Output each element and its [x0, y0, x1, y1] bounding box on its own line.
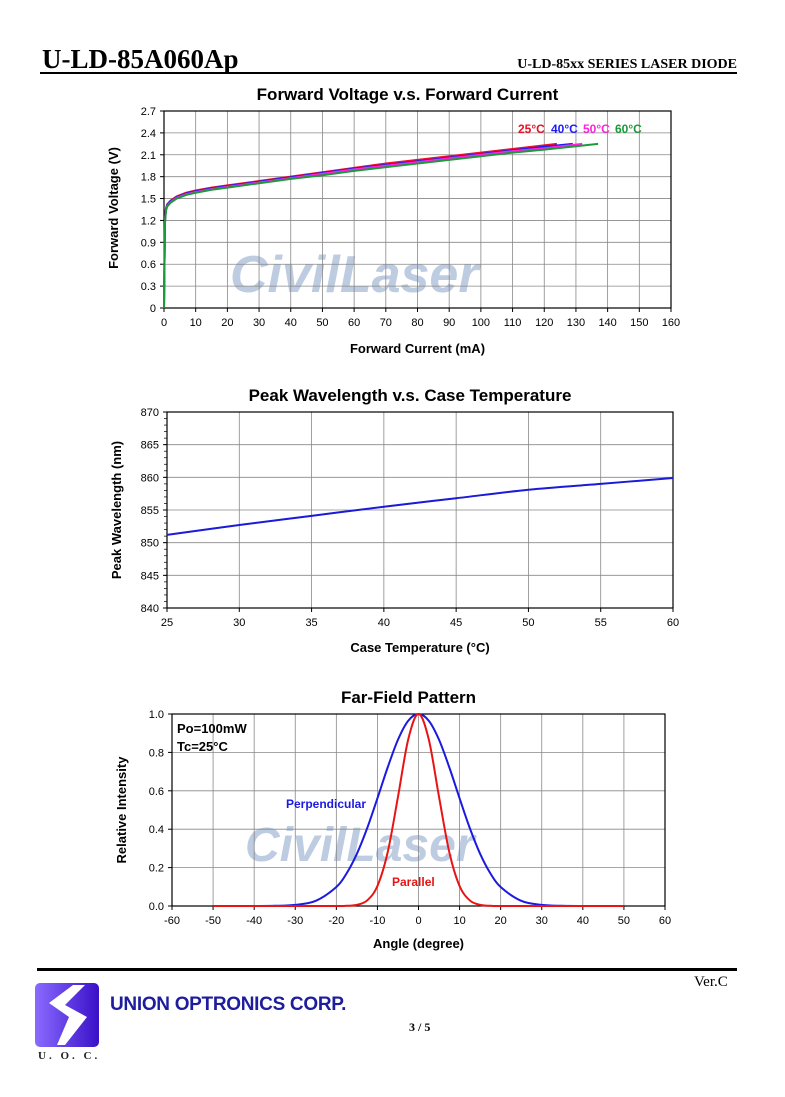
x-tick-label: 90 — [443, 317, 455, 329]
x-tick-label: -40 — [246, 915, 262, 927]
annotation-power: Po=100mW — [177, 721, 247, 736]
chart-1: Forward Voltage v.s. Forward Current Civi… — [106, 85, 680, 356]
x-tick-label: 40 — [577, 915, 589, 927]
legend-entry: 25°C — [518, 122, 545, 136]
x-tick-label: 30 — [253, 317, 265, 329]
x-tick-label: 20 — [221, 317, 233, 329]
x-tick-label: 0 — [161, 317, 167, 329]
x-axis-label: Case Temperature (°C) — [350, 640, 489, 655]
y-axis-label: Peak Wavelength (nm) — [109, 441, 124, 579]
x-tick-label: -30 — [287, 915, 303, 927]
y-tick-label: 2.4 — [141, 128, 156, 140]
x-tick-label: 60 — [659, 915, 671, 927]
logo-caption: U. O. C. — [38, 1050, 101, 1062]
x-axis-label: Angle (degree) — [373, 936, 464, 951]
y-tick-label: 0.6 — [149, 786, 164, 798]
x-tick-label: -60 — [164, 915, 180, 927]
x-tick-label: 40 — [378, 617, 390, 629]
y-tick-label: 0.2 — [149, 863, 164, 875]
series-line-peakwavelength — [166, 476, 674, 536]
series-line-parallel — [213, 712, 624, 908]
x-tick-label: 130 — [567, 317, 585, 329]
chart-2: Peak Wavelength v.s. Case Temperature 25 3… — [109, 386, 679, 655]
x-tick-label: 60 — [667, 617, 679, 629]
x-tick-label: 120 — [535, 317, 553, 329]
x-tick-label: 140 — [598, 317, 616, 329]
x-tick-label: 0 — [415, 915, 421, 927]
page-number: 3 / 5 — [409, 1020, 431, 1034]
x-tick-label: 30 — [233, 617, 245, 629]
x-tick-label: 50 — [618, 915, 630, 927]
y-tick-label: 1.5 — [141, 194, 156, 206]
x-tick-label: 55 — [595, 617, 607, 629]
x-tick-label: 20 — [495, 915, 507, 927]
legend-entry: 60°C — [615, 122, 642, 136]
version-label: Ver.C — [694, 974, 728, 990]
y-tick-label: 850 — [141, 538, 159, 550]
x-tick-label: 100 — [472, 317, 490, 329]
watermark-logo: CivilLaser — [230, 246, 481, 304]
x-tick-label: 25 — [161, 617, 173, 629]
document-title: U-LD-85A060Ap — [42, 44, 239, 74]
y-axis-label: Relative Intensity — [114, 756, 129, 864]
series-label-perpendicular: Perpendicular — [286, 797, 366, 811]
legend-entry: 50°C — [583, 122, 610, 136]
x-tick-label: 40 — [285, 317, 297, 329]
y-tick-label: 1.0 — [149, 709, 164, 721]
x-tick-label: 70 — [380, 317, 392, 329]
y-tick-label: 865 — [141, 440, 159, 452]
x-tick-label: 50 — [316, 317, 328, 329]
chart-title: Peak Wavelength v.s. Case Temperature — [249, 386, 572, 405]
x-tick-label: 160 — [662, 317, 680, 329]
y-tick-label: 0.3 — [141, 281, 156, 293]
y-tick-label: 0.8 — [149, 747, 164, 759]
series-title: U-LD-85xx SERIES LASER DIODE — [517, 57, 737, 72]
x-tick-label: 50 — [522, 617, 534, 629]
annotation-temperature: Tc=25°C — [177, 739, 228, 754]
y-tick-label: 0 — [150, 303, 156, 315]
x-tick-label: 30 — [536, 915, 548, 927]
y-tick-label: 855 — [141, 505, 159, 517]
legend-entry: 40°C — [551, 122, 578, 136]
company-name: UNION OPTRONICS CORP. — [110, 994, 347, 1015]
x-tick-label: 45 — [450, 617, 462, 629]
y-tick-label: 0.0 — [149, 901, 164, 913]
header-divider — [40, 72, 737, 74]
y-axis-label: Forward Voltage (V) — [106, 147, 121, 269]
plot-frame — [163, 110, 672, 309]
x-tick-label: -20 — [328, 915, 344, 927]
x-tick-label: 10 — [453, 915, 465, 927]
x-tick-label: -50 — [205, 915, 221, 927]
x-tick-label: 80 — [411, 317, 423, 329]
x-tick-label: 110 — [504, 317, 522, 329]
y-tick-label: 845 — [141, 570, 159, 582]
y-tick-label: 2.7 — [141, 106, 156, 118]
y-tick-label: 1.2 — [141, 215, 156, 227]
x-tick-label: 10 — [190, 317, 202, 329]
uoc-logo-icon — [35, 983, 99, 1047]
chart-title: Far-Field Pattern — [341, 688, 476, 707]
y-tick-label: 0.6 — [141, 259, 156, 271]
y-tick-label: 840 — [141, 603, 159, 615]
x-axis-label: Forward Current (mA) — [350, 341, 485, 356]
y-tick-label: 2.1 — [141, 150, 156, 162]
y-tick-label: 860 — [141, 472, 159, 484]
footer-divider — [37, 968, 737, 971]
chart-title: Forward Voltage v.s. Forward Current — [257, 85, 559, 104]
x-tick-label: 60 — [348, 317, 360, 329]
y-tick-label: 1.8 — [141, 172, 156, 184]
y-tick-label: 870 — [141, 407, 159, 419]
y-tick-label: 0.9 — [141, 237, 156, 249]
series-line-60c — [163, 142, 599, 309]
x-tick-label: -10 — [369, 915, 385, 927]
x-tick-label: 35 — [305, 617, 317, 629]
y-tick-label: 0.4 — [149, 824, 164, 836]
series-label-parallel: Parallel — [392, 875, 435, 889]
x-tick-label: 150 — [630, 317, 648, 329]
plot-frame — [166, 411, 674, 609]
